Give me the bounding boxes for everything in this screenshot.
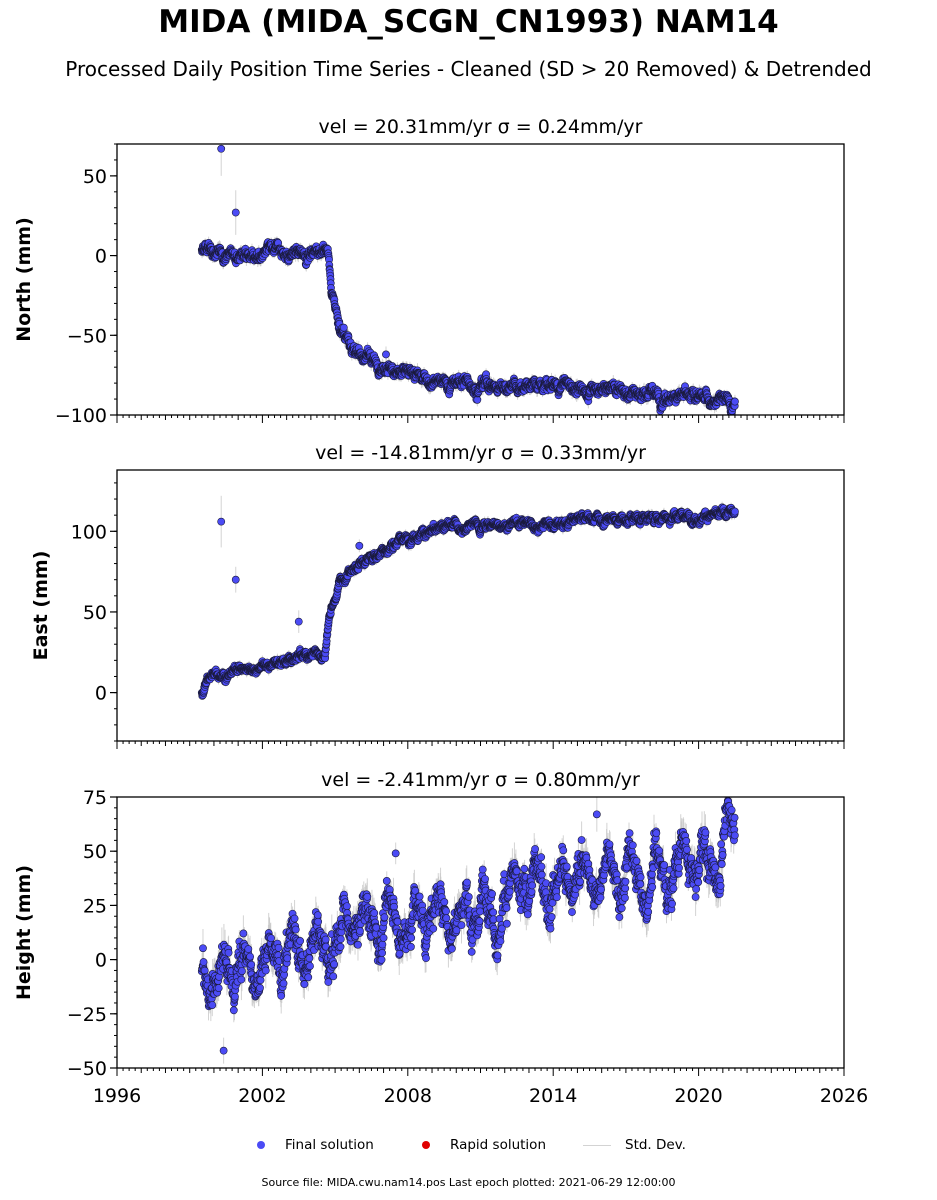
data-point [731, 397, 739, 406]
panel-title: vel = 20.31mm/yr σ = 0.24mm/yr [319, 116, 643, 138]
y-tick-label: −50 [67, 325, 107, 347]
data-point [231, 208, 240, 217]
x-ticks [116, 415, 845, 423]
y-axis: 50 0 −50 −100 [55, 143, 117, 427]
panel-1: 50 0 −50 −100 vel = 20.31mm/yr σ = 0.24mm/yr… [13, 116, 845, 427]
y-tick-label: 0 [95, 246, 107, 268]
data-point [382, 350, 390, 359]
figure-title: MIDA (MIDA_SCGN_CN1993) NAM14 [158, 4, 779, 40]
figure-subtitle: Processed Daily Position Time Series - C… [65, 57, 872, 81]
plot-area [197, 144, 739, 415]
plot-area [197, 495, 739, 700]
plot-frame [116, 143, 845, 416]
data-points [197, 144, 739, 415]
y-tick-label: −100 [55, 405, 107, 427]
data-point [339, 323, 348, 332]
y-axis-label: North (mm) [13, 217, 35, 342]
data-point [217, 144, 226, 153]
y-tick-label: 50 [83, 166, 107, 188]
